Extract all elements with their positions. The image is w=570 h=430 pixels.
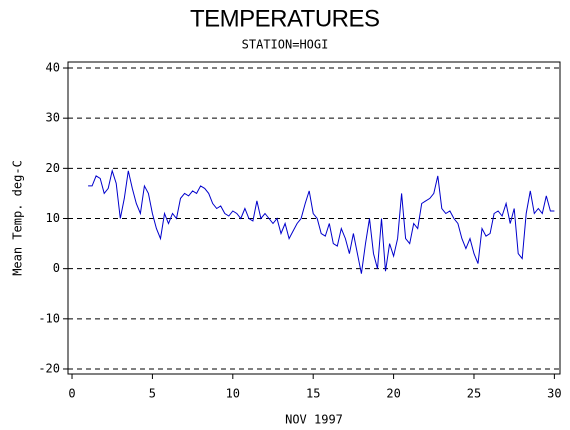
y-tick-label: 10 xyxy=(46,211,60,225)
x-tick-label: 10 xyxy=(226,387,240,401)
chart-subtitle: STATION=HOGI xyxy=(242,38,329,52)
x-tick-label: 30 xyxy=(547,387,561,401)
x-tick-label: 5 xyxy=(149,387,156,401)
x-tick-label: 15 xyxy=(306,387,320,401)
y-axis-label: Mean Temp. deg-C xyxy=(11,160,25,276)
y-tick-label: 30 xyxy=(46,111,60,125)
y-tick-label: -20 xyxy=(38,361,60,375)
x-tick-label: 25 xyxy=(467,387,481,401)
y-tick-label: 0 xyxy=(53,261,60,275)
y-tick-label: 20 xyxy=(46,161,60,175)
plot-frame xyxy=(67,61,561,375)
x-tick-label: 20 xyxy=(386,387,400,401)
x-axis-label: NOV 1997 xyxy=(285,413,343,427)
data-line xyxy=(88,168,555,274)
x-tick-label: 0 xyxy=(68,387,75,401)
chart-title: TEMPERATURES xyxy=(190,5,380,32)
y-tick-label: 40 xyxy=(46,61,60,75)
y-tick-label: -10 xyxy=(38,311,60,325)
